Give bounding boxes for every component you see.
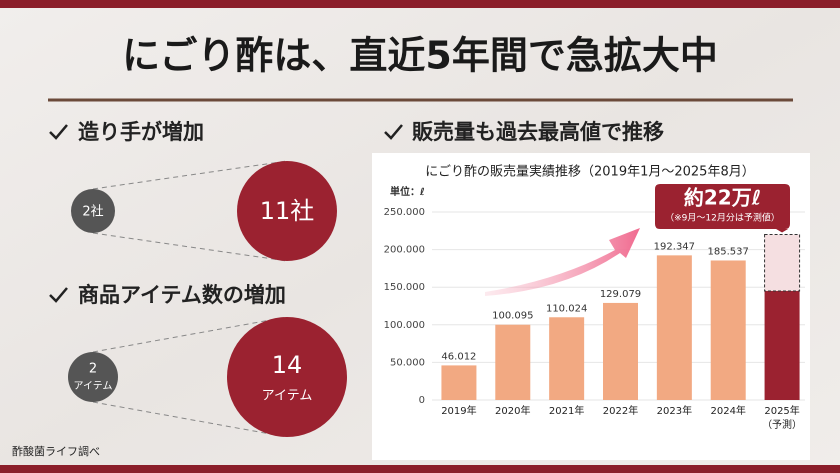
x-tick-label: 2019年 bbox=[441, 404, 476, 417]
makers-after: 11社 bbox=[260, 197, 315, 225]
connector bbox=[92, 160, 288, 190]
forecast-bar bbox=[764, 234, 801, 292]
items-heading: 商品アイテム数の増加 bbox=[78, 283, 286, 307]
value-label: 110.024 bbox=[546, 303, 587, 314]
y-tick-label: 250.000 bbox=[384, 207, 425, 218]
y-tick-label: 50.000 bbox=[390, 357, 425, 368]
connector bbox=[92, 232, 288, 262]
callout bbox=[655, 184, 790, 233]
value-label: 192.347 bbox=[654, 241, 695, 252]
title: にごり酢は、直近5年間で急拡大中 bbox=[122, 34, 718, 78]
callout-label: 約22万ℓ bbox=[684, 186, 761, 210]
value-label: 46.012 bbox=[441, 351, 476, 362]
items-before-circle bbox=[68, 352, 118, 402]
top-band bbox=[0, 0, 840, 8]
bottom-band bbox=[0, 465, 840, 473]
items-before: 2 bbox=[89, 362, 97, 377]
source: 酢酸菌ライフ調べ bbox=[12, 444, 100, 458]
y-tick-label: 0 bbox=[419, 395, 425, 406]
bar bbox=[656, 255, 692, 400]
makers-before: 2社 bbox=[82, 204, 103, 220]
y-unit: 単位：ℓ bbox=[390, 185, 425, 198]
items-after: 14 bbox=[272, 351, 303, 379]
makers-before-circle bbox=[71, 189, 115, 233]
sales-heading: 販売量も過去最高値で推移 bbox=[412, 120, 664, 144]
value-label: 129.079 bbox=[600, 289, 641, 300]
connector bbox=[92, 316, 288, 353]
makers-heading: 造り手が増加 bbox=[78, 120, 204, 144]
check-icon bbox=[49, 124, 68, 140]
x-tick-label: 2024年 bbox=[710, 404, 745, 417]
y-tick-label: 100.000 bbox=[384, 320, 425, 331]
check-icon bbox=[384, 124, 403, 140]
bar bbox=[764, 290, 800, 400]
makers-after-circle bbox=[237, 161, 337, 261]
items-after-unit: アイテム bbox=[262, 389, 313, 404]
bar bbox=[441, 365, 477, 400]
bar bbox=[495, 324, 531, 400]
bar bbox=[710, 260, 746, 400]
bar bbox=[603, 302, 638, 400]
x-tick-label: 2021年 bbox=[549, 404, 584, 417]
chart-title: にごり酢の販売量実績推移（2019年1月～2025年8月） bbox=[425, 164, 754, 180]
x-tick-label: 2023年 bbox=[657, 404, 692, 417]
check-icon bbox=[49, 287, 68, 303]
value-label: 100.095 bbox=[492, 311, 533, 322]
y-tick-label: 150.000 bbox=[384, 282, 425, 293]
y-tick-label: 200.000 bbox=[384, 245, 425, 256]
connector bbox=[92, 401, 288, 438]
value-label: 185.537 bbox=[708, 246, 749, 257]
bar bbox=[549, 317, 585, 400]
items-after-circle bbox=[227, 317, 347, 437]
items-before-unit: アイテム bbox=[74, 380, 113, 392]
growth-arrow bbox=[485, 228, 640, 296]
plot: 0 50.000 100.000 150.000 200.000 250.000 2019年… bbox=[384, 184, 805, 431]
x-tick-label: 2020年 bbox=[495, 404, 530, 417]
x-tick-label: 2025年 bbox=[764, 404, 799, 417]
x-tick-note: （予測） bbox=[762, 418, 802, 431]
callout-note: （※9月～12月分は予測値） bbox=[665, 212, 780, 224]
x-tick-label: 2022年 bbox=[603, 404, 638, 417]
